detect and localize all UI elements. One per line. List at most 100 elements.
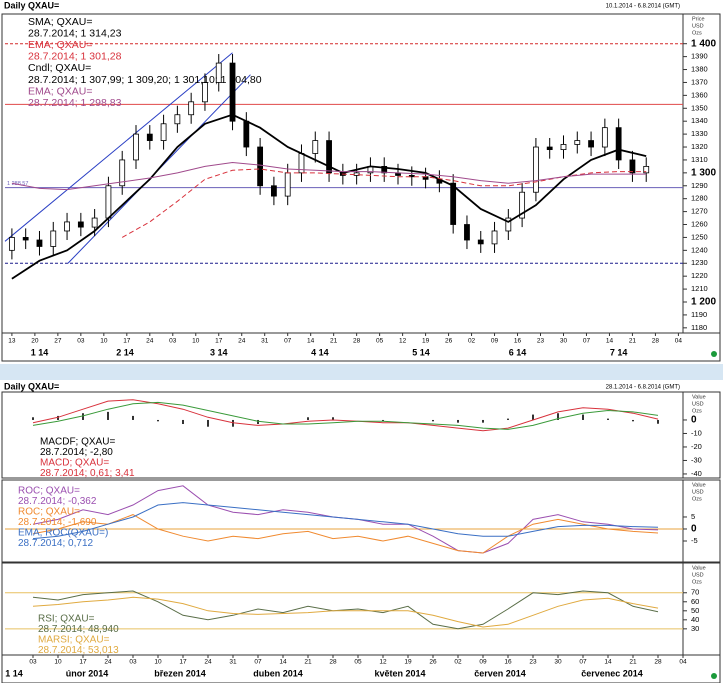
y-tick-label: 1330: [691, 129, 708, 138]
candle-body: [146, 133, 153, 141]
x-tick-label: 31: [229, 659, 237, 666]
y-tick-label: 50: [691, 606, 699, 615]
histogram-bar: [57, 415, 59, 420]
x-tick-label: 26: [445, 338, 453, 345]
series-line: [11, 161, 647, 191]
candle-body: [202, 82, 208, 103]
y-tick-label: 1320: [691, 142, 708, 151]
x-tick-label: 07: [583, 338, 591, 345]
x-tick-label: 30: [560, 338, 568, 345]
histogram-bar: [107, 411, 109, 420]
legend-value: 28.7.2014; 1 307,99; 1 309,20; 1 301,10;…: [28, 74, 262, 86]
histogram-bar: [182, 419, 184, 425]
x-tick-label: 16: [514, 338, 522, 345]
x-tick-label: 19: [422, 338, 430, 345]
candle-body: [284, 172, 291, 197]
month-label: 1 14: [31, 347, 49, 357]
axis-unit: Ozs: [692, 30, 702, 36]
legend-value: 28.7.2014; 1 301,28: [28, 51, 122, 63]
x-tick-label: 28: [652, 338, 660, 345]
candle-body: [408, 175, 415, 178]
x-tick-label: 21: [304, 659, 312, 666]
chart-title: Daily QXAU=: [4, 381, 59, 391]
axis-unit: Ozs: [692, 496, 702, 502]
y-tick-label: 60: [691, 597, 699, 606]
x-tick-label: 03: [169, 338, 177, 345]
histogram-bar: [532, 414, 534, 420]
x-tick-label: 27: [54, 338, 62, 345]
candle-body: [326, 140, 332, 174]
month-label: 1 14: [5, 668, 23, 678]
candle-body: [546, 146, 553, 151]
month-label: květen 2014: [374, 668, 425, 678]
candle-body: [560, 144, 567, 151]
histogram-bar: [207, 419, 209, 427]
y-tick-label: 1250: [691, 232, 708, 241]
x-tick-label: 19: [404, 659, 412, 666]
month-label: červen 2014: [474, 668, 526, 678]
legend-value: 28.7.2014; 1 298,83: [28, 97, 122, 109]
x-tick-label: 04: [679, 659, 687, 666]
y-tick-label: 1 300: [691, 167, 716, 178]
axis-unit: USD: [692, 489, 704, 495]
candle-body: [91, 217, 98, 228]
candle-body: [36, 239, 43, 247]
axis-unit: Price: [692, 16, 705, 22]
panel-frame: [1, 13, 721, 362]
x-tick-label: 03: [29, 659, 37, 666]
x-tick-label: 13: [8, 338, 16, 345]
legend-value: 28.7.2014; 0,61; 3,41: [40, 468, 135, 479]
candle-body: [229, 62, 236, 122]
candle-body: [588, 140, 594, 148]
y-tick-label: 1270: [691, 207, 708, 216]
candle-body: [133, 133, 139, 161]
histogram-bar: [557, 413, 559, 420]
y-tick-label: 0: [691, 415, 697, 426]
x-tick-label: 12: [399, 338, 407, 345]
status-dot: [711, 351, 717, 357]
x-tick-label: 28: [329, 659, 337, 666]
y-tick-label: -20: [691, 442, 702, 451]
y-tick-label: 1210: [691, 284, 708, 293]
month-label: 6 14: [509, 347, 527, 357]
candle-body: [257, 146, 264, 187]
y-tick-label: 1340: [691, 116, 708, 125]
x-tick-label: 21: [629, 338, 637, 345]
candle-body: [243, 120, 250, 148]
candle-body: [215, 62, 222, 83]
legend-value: 28.7.2014; -1,690: [18, 517, 97, 528]
axis-unit: Value: [692, 565, 706, 571]
y-tick-label: 1220: [691, 271, 708, 280]
x-tick-label: 04: [675, 338, 683, 345]
y-tick-label: 1190: [691, 310, 707, 319]
histogram-bar: [582, 414, 584, 420]
y-tick-label: 1230: [691, 258, 708, 267]
x-tick-label: 28: [654, 659, 662, 666]
legend-name: EMA; QXAU=: [28, 39, 92, 51]
x-tick-label: 17: [215, 338, 223, 345]
y-tick-label: 1280: [691, 194, 708, 203]
x-tick-label: 05: [354, 659, 362, 666]
series-line: [32, 590, 659, 630]
panel-frame: [1, 562, 721, 683]
y-tick-label: 70: [691, 588, 699, 597]
x-tick-label: 23: [537, 338, 545, 345]
x-tick-label: 09: [491, 338, 499, 345]
candle-body: [629, 159, 636, 174]
y-tick-label: 1350: [691, 103, 708, 112]
month-label: 3 14: [210, 347, 228, 357]
candle-body: [312, 140, 319, 154]
histogram-bar: [632, 419, 634, 422]
x-tick-label: 17: [123, 338, 131, 345]
axis-unit: USD: [692, 572, 704, 578]
separator-band: [0, 364, 723, 380]
x-tick-label: 10: [154, 659, 162, 666]
x-tick-label: 05: [376, 338, 384, 345]
x-tick-label: 17: [79, 659, 87, 666]
axis-unit: Ozs: [692, 408, 702, 414]
legend-value: 28.7.2014; 1 314,23: [28, 27, 122, 39]
month-label: 5 14: [412, 347, 430, 357]
month-label: červenec 2014: [581, 668, 643, 678]
candle-body: [615, 127, 622, 161]
